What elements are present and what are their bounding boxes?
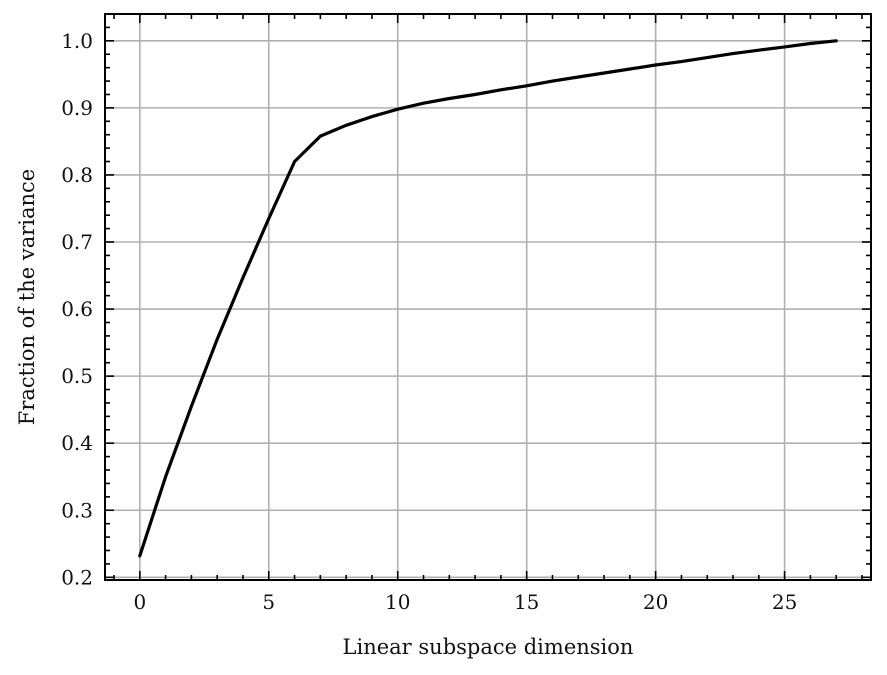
- plot-frame: [104, 13, 872, 581]
- y-tick-label: 0.3: [61, 498, 93, 522]
- y-axis-label: Fraction of the variance: [15, 169, 39, 425]
- y-tick-label: 0.2: [61, 565, 93, 589]
- tick-label-layer: 0 5 10 15 20 25 0.2 0.3 0.4 0.5 0.6 0.7 0.8 0.9 1.0: [61, 29, 797, 614]
- x-tick-label: 5: [262, 590, 275, 614]
- y-tick-label: 0.9: [61, 96, 93, 120]
- y-tick-label: 1.0: [61, 29, 93, 53]
- y-tick-label: 0.4: [61, 431, 93, 455]
- grid-layer: [105, 14, 871, 580]
- x-tick-label: 10: [385, 590, 410, 614]
- series-line: [138, 39, 838, 558]
- y-tick-label: 0.7: [61, 230, 93, 254]
- y-tick-label: 0.6: [61, 297, 93, 321]
- y-tick-label: 0.8: [61, 163, 93, 187]
- x-tick-label: 20: [643, 590, 668, 614]
- x-tick-label: 15: [514, 590, 539, 614]
- y-tick-label: 0.5: [61, 364, 93, 388]
- x-tick-label: 0: [133, 590, 146, 614]
- x-axis-label: Linear subspace dimension: [343, 635, 634, 659]
- series-layer: [138, 39, 838, 558]
- x-tick-label: 25: [772, 590, 797, 614]
- tick-layer: [105, 13, 871, 580]
